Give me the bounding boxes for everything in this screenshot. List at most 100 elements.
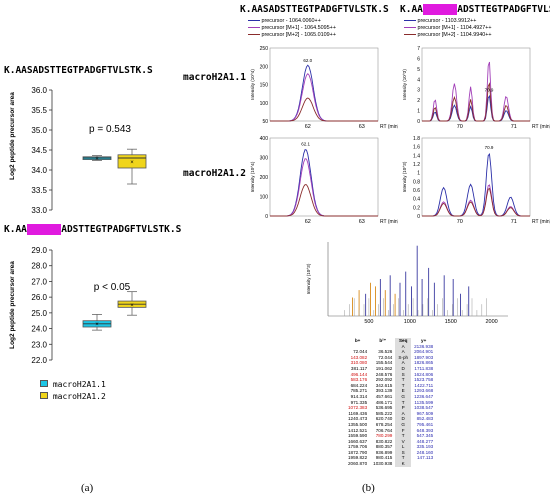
box-ytick-label: 27.0 [31, 277, 47, 286]
box-bottom-ylabel: Log2 peptide precursor area [9, 261, 16, 349]
xic-plot-3: 0 100 200 300 400 Intensity (10^4) 62 63 RT (min… [250, 136, 398, 225]
box-title-bottom: K.AAS170phADSTTEGTPADGFTVLSTK.S [4, 224, 182, 235]
box-bottom-pvalue: p < 0.05 [94, 282, 131, 293]
xic-plot-4: 0 0.2 0.4 0.6 0.8 1 1.2 1.4 1.6 1.8 Intensity (10^… [402, 136, 550, 225]
table-cell: 620.740 [375, 416, 393, 422]
xic-xlabel: RT (min) [532, 219, 550, 225]
table-cell: D [395, 416, 412, 422]
xic-ytick-label: 6 [417, 56, 420, 62]
xic-col-title-right: K.AAS170phADSTTEGTPADGFTVLSTK.S [400, 4, 550, 15]
table-cell: 72.044 [378, 354, 393, 360]
table-cell: L [395, 444, 412, 450]
table-cell: T [395, 399, 412, 406]
table-cell: 448.277 [416, 438, 434, 444]
xic-xlabel: RT (min) [380, 124, 398, 130]
table-row: 971.335 486.171 T 1135.599 [345, 399, 436, 406]
table-cell: 678.254 [375, 421, 393, 427]
table-cell: 1559.590 [348, 433, 368, 439]
table-cell: P [395, 405, 412, 411]
xic-plot-2: 0 1 2 3 4 5 6 7 Intensity (10^3) 70 71 RT (min) 70.9 [402, 46, 550, 130]
spectrum-xtick-label: 500 [364, 319, 373, 325]
xic-apex-label: 70.9 [485, 145, 494, 150]
table-cell: S [395, 371, 412, 378]
legend-swatch-cyan [40, 380, 48, 387]
table-cell: 147.113 [416, 455, 434, 461]
box-mean-marker: × [130, 160, 134, 166]
xic-ytick-label: 200 [260, 64, 269, 70]
box-ytick-label: 34.0 [31, 166, 47, 175]
table-row: 785.271 393.139 E 1293.668 [345, 388, 436, 394]
table-row: A 2136.938 [345, 343, 436, 350]
table-row: 1759.706 880.357 L 335.193 [345, 444, 436, 450]
table-row: 72.044 36.526 A 2064.901 [345, 349, 436, 355]
xic-xlabel: RT (min) [380, 219, 398, 225]
table-cell: 2136.938 [414, 343, 434, 349]
xic-ytick-label: 0.8 [413, 179, 420, 185]
table-row: 1559.590 780.299 T 547.345 [345, 433, 436, 439]
table-cell: 248.160 [416, 449, 434, 455]
phospho-site-highlight-2: S170ph [422, 4, 458, 15]
table-cell: 1422.711 [414, 382, 434, 388]
xic-xtick-label: 63 [359, 219, 365, 225]
table-row: 1169.436 585.222 A 967.509 [345, 410, 436, 417]
table-cell: 795.461 [416, 421, 434, 427]
xic-ytick-label: 0.6 [413, 188, 420, 194]
table-cell: 914.314 [350, 393, 368, 399]
xic-ytick-label: 200 [260, 175, 269, 181]
table-cell: T [395, 377, 412, 383]
table-cell: 547.345 [416, 433, 434, 439]
table-cell: 536.695 [375, 405, 393, 411]
xic-apex-label: 62.0 [303, 58, 312, 63]
table-cell: 36.526 [378, 349, 393, 355]
table-cell: D [395, 365, 412, 372]
xic-trace-2 [270, 73, 378, 122]
table-cell: 457.661 [375, 393, 393, 399]
xic-ylabel: Intensity (10^4) [250, 161, 255, 192]
box-mean-marker: × [95, 322, 99, 328]
legend-label-2: macroH2A1.2 [52, 392, 106, 401]
table-cell: G [395, 393, 412, 400]
xic-ytick-label: 1 [417, 109, 420, 115]
xic-trace-3 [422, 82, 530, 122]
box-ytick-label: 35.5 [31, 106, 47, 115]
xic-ytick-label: 100 [260, 195, 269, 201]
xic-ytick-label: 100 [260, 101, 269, 107]
legend-swatch-yellow [40, 392, 48, 399]
table-cell: A [395, 360, 412, 366]
xic-plot-1-content: 50 100 150 200 250 Intensity (10^4) 62 63 RT (mi… [250, 46, 398, 130]
table-row: 381.117 191.062 D 1711.838 [345, 365, 436, 372]
table-row: 496.144 248.576 S 1624.806 [345, 371, 436, 378]
panel-label-b: (b) [362, 482, 375, 494]
xic-frame [269, 47, 379, 122]
phospho-site-highlight: S170ph [26, 224, 62, 235]
box-ytick-label: 33.0 [31, 206, 47, 215]
box-ytick-label: 28.0 [31, 262, 47, 271]
table-cell: V [395, 438, 412, 445]
xic-xtick-label: 63 [359, 124, 365, 130]
table-row: 684.224 342.615 T 1422.711 [345, 382, 436, 389]
table-cell: 72.044 [353, 349, 368, 355]
spectrum-ylabel: Intensity (10^3) [306, 263, 311, 294]
msms-spectrum: Intensity (10^3) 500 1000 1500 2000 [306, 242, 508, 325]
table-cell: S [395, 449, 412, 456]
table-cell: 1412.521 [348, 427, 368, 433]
table-cell: 967.509 [416, 410, 434, 416]
table-row: 143.082 72.044 S-ph 1897.903 [345, 354, 436, 361]
xic-ytick-label: 150 [260, 83, 269, 89]
table-row: 1959.822 980.415 T 147.113 [345, 455, 436, 462]
box-top-pvalue: p = 0.543 [89, 124, 131, 135]
table-cell: 381.117 [350, 365, 368, 371]
table-cell: 1872.790 [348, 449, 368, 455]
xic-ytick-label: 5 [417, 67, 420, 73]
panel-label-a: (a) [81, 482, 94, 494]
xic-frame [421, 137, 531, 217]
xic-ytick-label: 3 [417, 88, 420, 94]
xic-apex-label: 62.1 [301, 142, 310, 147]
xic-ytick-label: 2 [417, 98, 420, 104]
xic-apex-label: 70.9 [485, 87, 494, 92]
legend-item-macroh2a11: macroH2A1.1 [40, 380, 106, 389]
xic-ytick-label: 1.8 [413, 136, 420, 142]
table-cell: 2060.870 [348, 461, 368, 467]
table-row: 583.176 292.092 T 1523.758 [345, 377, 436, 383]
table-cell: 880.357 [375, 444, 393, 450]
